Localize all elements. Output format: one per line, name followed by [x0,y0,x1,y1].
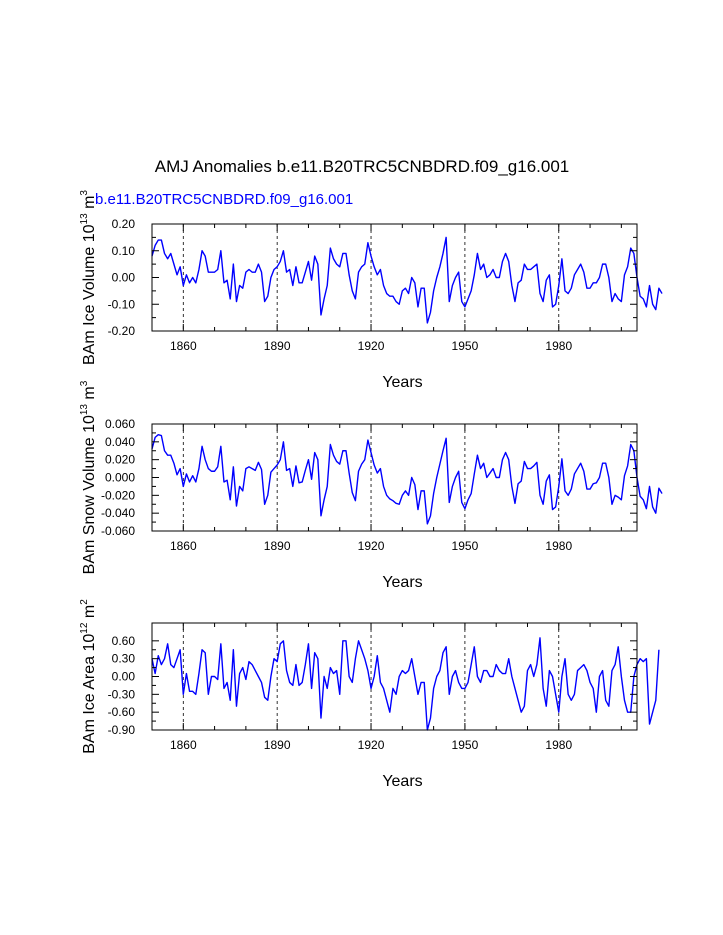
x-tick-label: 1860 [170,738,197,752]
chart-panel-3: 1860 1890 1920 1950 1980 -0.90 -0.60 -0.30 0.00 0… [79,599,660,790]
figure-title: AMJ Anomalies b.e11.B20TRC5CNBDRD.f09_g1… [155,157,570,176]
series-line [151,637,660,731]
y-axis-label-part: BAm Ice Volume 10 [81,224,98,365]
x-tick-label: 1980 [545,539,572,553]
x-tick-label: 1920 [358,539,385,553]
chart-panel-2: 1860 1890 1920 1950 1980 -0.060 -0.040 -0.020 0.… [79,380,663,591]
y-axis-label-part: m [81,196,98,214]
x-tick-label: 1890 [264,738,291,752]
y-tick-label: 0.020 [105,453,135,467]
panels: 1860 1890 1920 1950 1980 -0.20 -0.10 0.00 0.10 0.… [79,190,663,790]
series-line [151,236,663,324]
y-tick-label: 0.00 [112,670,136,684]
y-tick-label: -0.30 [108,687,136,701]
x-tick-label: 1890 [264,339,291,353]
x-tick-label: 1860 [170,339,197,353]
y-axis-label-part: BAm Ice Area 10 [81,634,98,754]
y-tick-label: -0.90 [108,723,136,737]
x-tick-label: 1920 [358,738,385,752]
y-axis-label: BAm Snow Volume 1013 m3 [79,380,98,574]
y-axis-label: BAm Ice Volume 1013 m3 [79,190,98,365]
y-axis-label-superscript: 3 [79,380,90,386]
y-tick-label: 0.10 [112,244,136,258]
y-tick-label: 0.000 [105,471,135,485]
x-axis-label: Years [382,773,422,790]
y-tick-label: -0.60 [108,705,136,719]
x-axis-label: Years [382,574,422,591]
x-tick-label: 1950 [452,738,479,752]
y-axis-label-superscript: 12 [79,622,90,634]
x-tick-label: 1980 [545,738,572,752]
y-tick-label: 0.20 [112,217,136,231]
series-line [151,434,663,525]
y-axis-label-part: BAm Snow Volume 10 [81,415,98,574]
y-tick-label: 0.00 [112,271,136,285]
x-tick-label: 1890 [264,539,291,553]
y-tick-label: 0.040 [105,435,135,449]
y-axis-label-superscript: 3 [79,190,90,196]
case-label: b.e11.B20TRC5CNBDRD.f09_g16.001 [95,191,353,208]
y-tick-label: 0.30 [112,652,136,666]
y-tick-label: -0.20 [108,324,136,338]
x-tick-label: 1860 [170,539,197,553]
y-tick-label: -0.10 [108,297,136,311]
x-axis-label: Years [382,374,422,391]
x-tick-label: 1950 [452,339,479,353]
x-tick-label: 1950 [452,539,479,553]
y-axis-label-superscript: 13 [79,213,90,225]
y-tick-label: -0.060 [101,524,135,538]
y-axis-label-superscript: 2 [79,599,90,605]
y-axis-label-part: m [81,605,98,623]
y-tick-label: 0.60 [112,634,136,648]
y-tick-label: 0.060 [105,417,135,431]
y-axis-label-superscript: 13 [79,404,90,416]
y-axis-label: BAm Ice Area 1012 m2 [79,599,98,754]
chart-panel-1: 1860 1890 1920 1950 1980 -0.20 -0.10 0.00 0.10 0.… [79,190,663,391]
y-tick-label: -0.040 [101,506,135,520]
y-axis-label-part: m [81,386,98,404]
x-tick-label: 1980 [545,339,572,353]
x-tick-label: 1920 [358,339,385,353]
y-tick-label: -0.020 [101,488,135,502]
